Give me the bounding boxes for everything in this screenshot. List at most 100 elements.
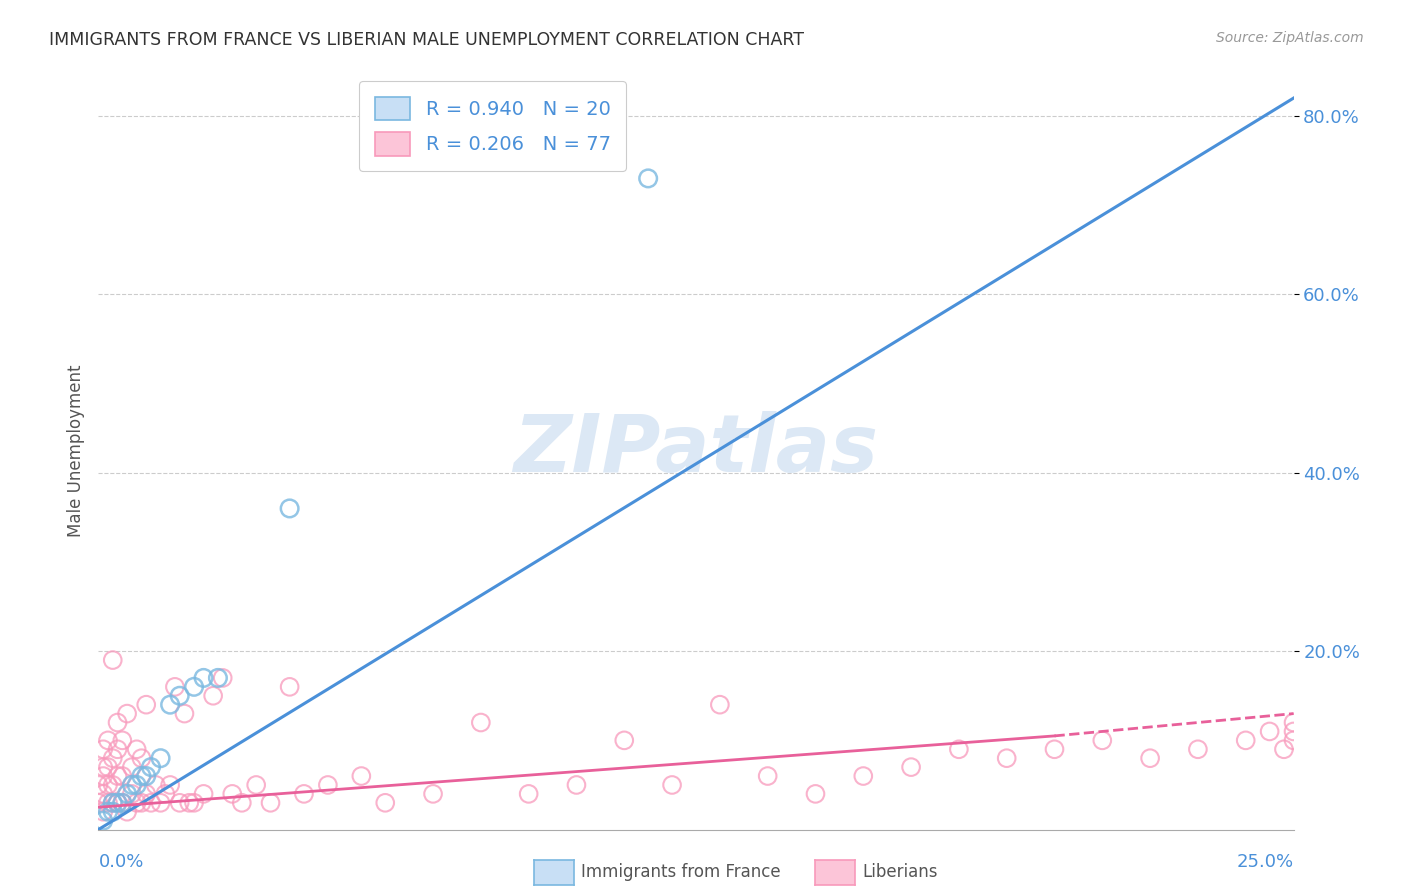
Point [1187, 742, 1209, 756]
Point [183, 680, 205, 694]
Point [169, 796, 191, 810]
Point [97, 760, 120, 774]
Point [97, 805, 120, 819]
Point [350, 769, 373, 783]
Point [131, 751, 153, 765]
Point [91, 742, 114, 756]
Point [374, 796, 396, 810]
Point [101, 805, 124, 819]
Point [101, 796, 124, 810]
Point [756, 769, 779, 783]
Point [87, 778, 110, 792]
Point [135, 698, 157, 712]
Point [135, 769, 157, 783]
Point [1043, 742, 1066, 756]
Y-axis label: Male Unemployment: Male Unemployment [66, 364, 84, 537]
Point [245, 778, 267, 792]
Point [139, 796, 162, 810]
Point [231, 796, 253, 810]
Point [155, 787, 177, 801]
Point [101, 796, 124, 810]
Point [121, 778, 143, 792]
Point [101, 653, 124, 667]
Point [1272, 742, 1295, 756]
Point [149, 796, 172, 810]
Point [183, 796, 205, 810]
Point [115, 805, 138, 819]
Point [1234, 733, 1257, 747]
Point [125, 778, 148, 792]
Text: IMMIGRANTS FROM FRANCE VS LIBERIAN MALE UNEMPLOYMENT CORRELATION CHART: IMMIGRANTS FROM FRANCE VS LIBERIAN MALE … [49, 31, 804, 49]
Point [111, 733, 134, 747]
Point [637, 171, 659, 186]
Point [111, 769, 134, 783]
Point [173, 706, 195, 721]
Point [709, 698, 731, 712]
Point [107, 796, 129, 810]
Point [159, 778, 181, 792]
Point [202, 689, 225, 703]
Point [97, 778, 120, 792]
Point [1258, 724, 1281, 739]
Point [121, 787, 143, 801]
Point [145, 778, 167, 792]
Text: Immigrants from France: Immigrants from France [581, 863, 780, 881]
Point [107, 715, 129, 730]
Point [193, 787, 215, 801]
Point [97, 796, 120, 810]
Point [131, 769, 153, 783]
Text: Source: ZipAtlas.com: Source: ZipAtlas.com [1216, 31, 1364, 45]
Point [1139, 751, 1161, 765]
Point [211, 671, 233, 685]
Text: Liberians: Liberians [862, 863, 938, 881]
Point [159, 698, 181, 712]
Point [125, 742, 148, 756]
Text: 0.0%: 0.0% [98, 853, 143, 871]
Point [179, 796, 201, 810]
Point [661, 778, 683, 792]
Point [470, 715, 492, 730]
Point [948, 742, 970, 756]
Point [221, 787, 243, 801]
Point [804, 787, 827, 801]
Point [517, 787, 540, 801]
Point [1282, 724, 1305, 739]
Point [292, 787, 315, 801]
Point [107, 742, 129, 756]
Point [91, 814, 114, 828]
Point [900, 760, 922, 774]
Point [278, 501, 301, 516]
Point [111, 796, 134, 810]
Point [115, 787, 138, 801]
Point [149, 751, 172, 765]
Point [107, 796, 129, 810]
Point [139, 760, 162, 774]
Point [111, 796, 134, 810]
Point [97, 733, 120, 747]
Point [613, 733, 636, 747]
Point [163, 680, 186, 694]
Point [135, 787, 157, 801]
Legend: R = 0.940   N = 20, R = 0.206   N = 77: R = 0.940 N = 20, R = 0.206 N = 77 [360, 81, 626, 171]
Point [101, 751, 124, 765]
Point [316, 778, 339, 792]
Text: ZIPatlas: ZIPatlas [513, 411, 879, 490]
Point [125, 796, 148, 810]
Point [995, 751, 1018, 765]
Point [169, 689, 191, 703]
Point [1282, 733, 1305, 747]
Point [852, 769, 875, 783]
Point [101, 778, 124, 792]
Point [87, 796, 110, 810]
Point [91, 769, 114, 783]
Point [207, 671, 229, 685]
Point [278, 680, 301, 694]
Point [1091, 733, 1114, 747]
Point [107, 769, 129, 783]
Point [121, 760, 143, 774]
Point [131, 796, 153, 810]
Point [565, 778, 588, 792]
Point [1282, 715, 1305, 730]
Point [259, 796, 281, 810]
Point [91, 760, 114, 774]
